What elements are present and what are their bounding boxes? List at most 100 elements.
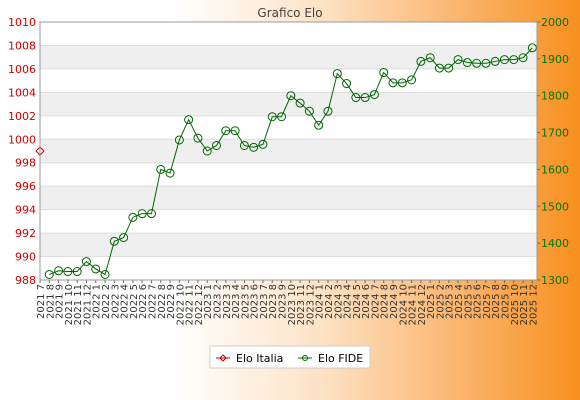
x-tick-label: 2021 7 <box>36 284 47 319</box>
y-left-tick-label: 996 <box>15 180 36 193</box>
x-tick-label: 2023 8 <box>268 284 279 319</box>
data-point-fide <box>249 142 259 152</box>
x-tick-label: 2025 1 <box>426 284 437 319</box>
x-tick-label: 2024 5 <box>352 284 363 319</box>
data-point-fide <box>509 55 519 65</box>
x-tick-label: 2025 12 <box>528 284 539 325</box>
x-tick-label: 2025 2 <box>435 284 446 319</box>
y-right-tick-label: 1600 <box>541 163 569 176</box>
data-point-fide <box>267 112 277 122</box>
y-left-tick-label: 992 <box>15 227 36 240</box>
x-tick-label: 2022 7 <box>147 284 158 319</box>
grid-band <box>40 68 537 93</box>
data-point-fide <box>304 106 314 116</box>
plot-frame <box>39 21 538 281</box>
y-right-tick-label: 2000 <box>541 16 569 29</box>
data-point-fide <box>44 269 54 279</box>
data-point-fide <box>360 93 370 103</box>
legend-label-italia: Elo Italia <box>236 352 283 365</box>
x-tick-label: 2023 5 <box>240 284 251 319</box>
x-tick-label: 2021 8 <box>45 284 56 319</box>
data-point-fide <box>174 135 184 145</box>
data-point-fide <box>388 78 398 88</box>
x-tick-label: 2022 1 <box>92 284 103 319</box>
data-point-fide <box>499 55 509 65</box>
grid-band <box>40 139 537 163</box>
data-point-fide <box>332 69 342 79</box>
data-point-fide <box>323 106 333 116</box>
data-point-fide <box>72 267 82 277</box>
data-point-fide <box>230 126 240 136</box>
x-tick-label: 2021 9 <box>55 284 66 319</box>
data-point-fide <box>91 264 101 274</box>
x-tick-label: 2025 5 <box>463 284 474 319</box>
legend-box <box>209 345 371 369</box>
data-point-fide <box>100 269 110 279</box>
x-tick-label: 2025 11 <box>519 284 530 325</box>
x-tick-label: 2022 12 <box>194 284 205 325</box>
y-left-tick-label: 988 <box>15 274 36 287</box>
y-right-tick-label: 1900 <box>541 53 569 66</box>
y-left-tick-label: 998 <box>15 157 36 170</box>
grid-band <box>40 92 537 116</box>
data-point-fide <box>527 43 537 53</box>
x-tick-label: 2024 4 <box>343 284 354 319</box>
data-point-fide <box>54 266 64 276</box>
grid-band <box>40 162 537 187</box>
data-point-fide <box>295 98 305 108</box>
y-right-tick-label: 1700 <box>541 127 569 140</box>
y-left-tick-label: 1004 <box>8 86 36 99</box>
data-point-fide <box>109 236 119 246</box>
data-point-fide <box>119 233 129 243</box>
data-point-fide <box>351 93 361 103</box>
legend-label-fide: Elo FIDE <box>318 352 363 365</box>
data-point-fide <box>462 58 472 68</box>
x-tick-label: 2023 3 <box>222 284 233 319</box>
y-right-tick-label: 1300 <box>541 274 569 287</box>
x-tick-label: 2024 9 <box>389 284 400 319</box>
x-tick-label: 2023 6 <box>250 284 261 319</box>
x-tick-label: 2025 8 <box>491 284 502 319</box>
y-left-tick-label: 1010 <box>8 16 36 29</box>
data-point-fide <box>258 139 268 149</box>
x-tick-label: 2024 2 <box>324 284 335 319</box>
x-tick-label: 2023 10 <box>287 284 298 325</box>
data-point-fide <box>81 257 91 267</box>
data-point-fide <box>156 164 166 174</box>
x-tick-label: 2023 12 <box>305 284 316 325</box>
grid-band <box>40 115 537 140</box>
data-point-fide <box>369 90 379 100</box>
data-point-fide <box>490 56 500 66</box>
x-tick-label: 2025 6 <box>473 284 484 319</box>
x-tick-label: 2021 11 <box>73 284 84 325</box>
data-point-fide <box>193 133 203 143</box>
data-point-fide <box>518 53 528 63</box>
x-tick-label: 2022 11 <box>185 284 196 325</box>
chart-title: Grafico Elo <box>257 6 322 20</box>
data-point-fide <box>407 75 417 85</box>
x-tick-label: 2022 6 <box>138 284 149 319</box>
grid-band <box>40 186 537 210</box>
x-tick-label: 2022 8 <box>157 284 168 319</box>
data-point-fide <box>212 140 222 150</box>
x-tick-label: 2025 4 <box>454 284 465 319</box>
legend-marker-italia <box>219 354 227 362</box>
data-point-fide <box>416 56 426 66</box>
x-tick-label: 2022 4 <box>120 284 131 319</box>
grid-band <box>40 233 537 257</box>
y-left-tick-label: 994 <box>15 204 36 217</box>
legend-marker-fide <box>302 355 308 361</box>
y-left-tick-label: 1000 <box>8 133 36 146</box>
x-tick-label: 2023 2 <box>213 284 224 319</box>
data-point-fide <box>286 91 296 101</box>
x-tick-label: 2025 3 <box>445 284 456 319</box>
data-point-fide <box>277 112 287 122</box>
data-point-fide <box>128 212 138 222</box>
grid-band <box>40 256 537 280</box>
data-point-fide <box>481 58 491 68</box>
x-tick-label: 2023 1 <box>203 284 214 319</box>
data-point-fide <box>425 53 435 63</box>
y-right-tick-label: 1500 <box>541 200 569 213</box>
x-tick-label: 2022 5 <box>129 284 140 319</box>
x-tick-label: 2025 7 <box>482 284 493 319</box>
